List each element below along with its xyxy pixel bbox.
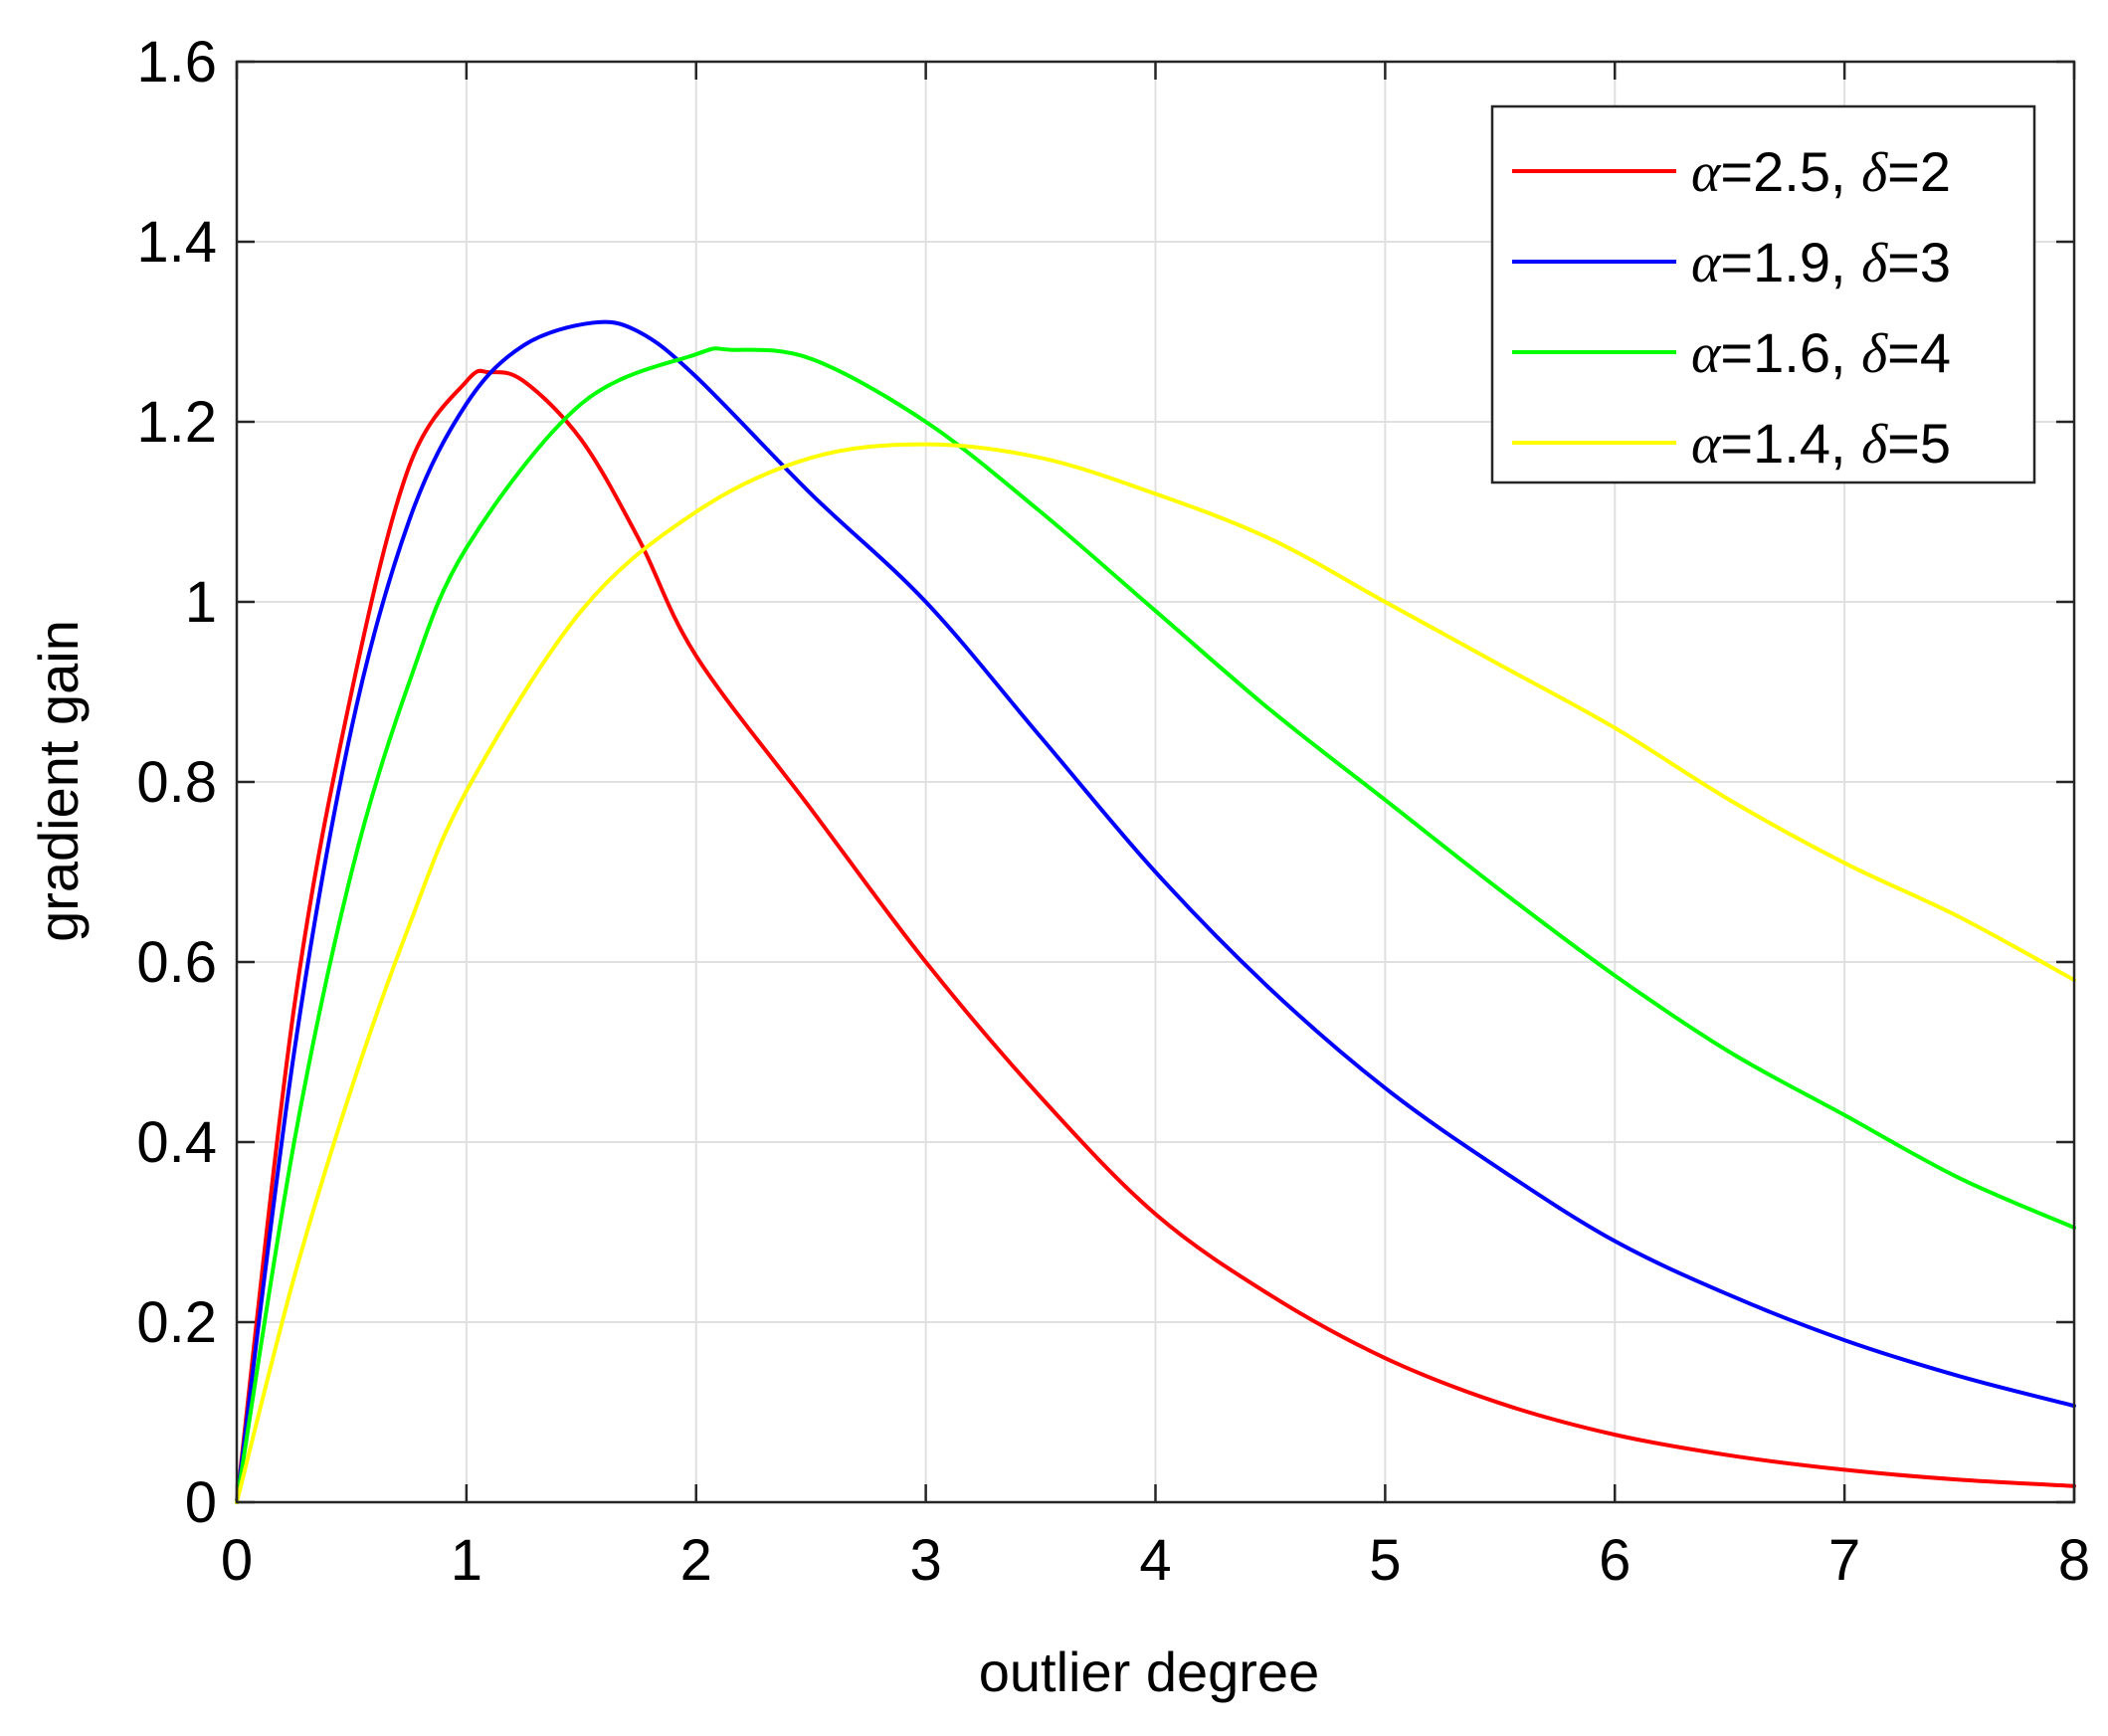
x-tick-label: 2: [680, 1528, 712, 1593]
series-line-2: [235, 319, 2076, 1504]
y-tick-label: 0.4: [136, 1110, 217, 1175]
x-tick-label: 7: [1828, 1528, 1860, 1593]
y-tick-label: 1.6: [136, 30, 217, 95]
y-tick-label: 0.6: [136, 930, 217, 995]
x-tick-label: 4: [1139, 1528, 1171, 1593]
y-tick-label: 0.2: [136, 1290, 217, 1355]
x-tick-label: 3: [909, 1528, 941, 1593]
tick-labels: 0 1 2 3 4 5 6 7 8 0 0.2 0.4 0.6 0.8 1 1.2 1.4 1.6: [136, 30, 2090, 1593]
x-tick-label: 0: [221, 1528, 253, 1593]
x-tick-label: 1: [451, 1528, 482, 1593]
series-lines: [235, 319, 2076, 1504]
y-tick-label: 1.2: [136, 390, 217, 455]
y-axis-label: gradient gain: [27, 620, 90, 942]
x-tick-label: 5: [1369, 1528, 1401, 1593]
y-tick-label: 0: [185, 1470, 217, 1535]
legend-label-2: α=1.9, δ=3: [1691, 231, 1951, 294]
x-tick-label: 6: [1599, 1528, 1630, 1593]
legend-label-4: α=1.4, δ=5: [1691, 412, 1951, 476]
y-tick-label: 0.8: [136, 750, 217, 815]
x-tick-label: 8: [2058, 1528, 2090, 1593]
series-line-4: [235, 442, 2076, 1504]
y-tick-label: 1: [185, 570, 217, 635]
series-line-3: [235, 346, 2076, 1504]
legend: α=2.5, δ=2 α=1.9, δ=3 α=1.6, δ=4 α=1.4, δ=5: [1490, 104, 2036, 484]
series-line-1: [235, 368, 2076, 1504]
legend-label-3: α=1.6, δ=4: [1691, 321, 1951, 385]
y-tick-label: 1.4: [136, 210, 217, 275]
legend-label-1: α=2.5, δ=2: [1691, 140, 1951, 204]
x-axis-label: outlier degree: [979, 1640, 1319, 1703]
axes: [235, 60, 2076, 1504]
